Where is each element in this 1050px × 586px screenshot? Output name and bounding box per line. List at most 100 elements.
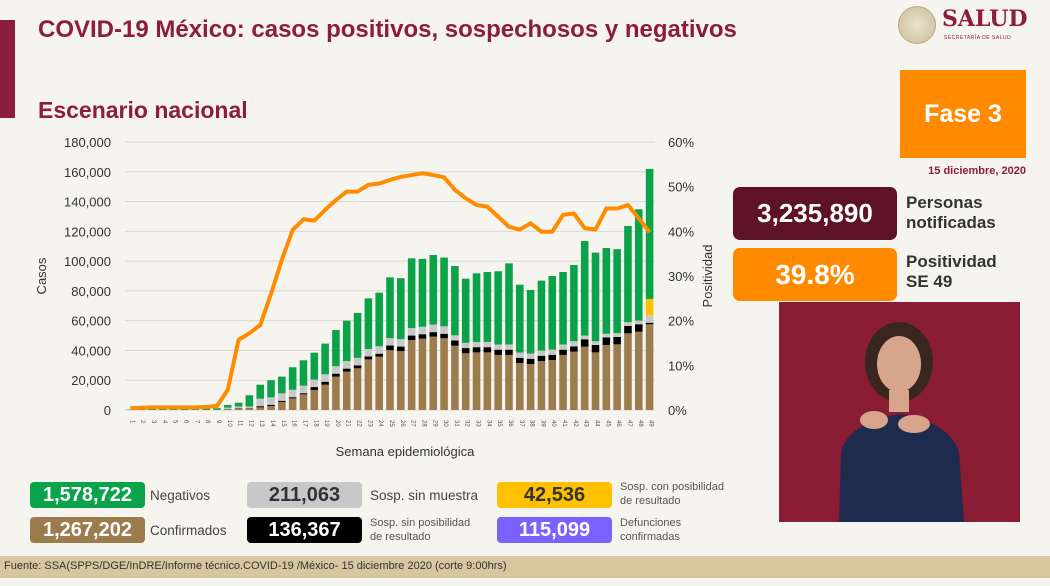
legend-sin-posibilidad-label-2: de resultado	[370, 531, 431, 543]
bar-confirmados-19	[321, 384, 329, 410]
x-tick-label: 35	[496, 420, 502, 427]
bar-sosp-sin-posibilidad-de-resultado-32	[461, 348, 470, 354]
bar-sosp-sin-posibilidad-de-resultado-37	[516, 357, 524, 363]
bar-confirmados-45	[602, 344, 611, 410]
sign-language-interpreter-video	[779, 302, 1020, 522]
bar-sosp-sin-muestra-20	[332, 366, 340, 374]
bar-negativos-19	[321, 343, 329, 375]
bar-negativos-23	[364, 298, 373, 349]
bar-negativos-32	[461, 278, 470, 343]
bar-sosp-sin-muestra-44	[591, 341, 600, 345]
bar-negativos-17	[299, 360, 308, 386]
bar-negativos-33	[472, 273, 481, 342]
x-tick-label: 11	[237, 420, 243, 427]
bar-sosp-sin-posibilidad-de-resultado-43	[580, 339, 589, 347]
legend-defunciones-value: 115,099	[497, 517, 612, 543]
y-axis-label: Casos	[34, 257, 49, 294]
x-tick-label: 25	[388, 420, 394, 427]
bar-sosp-con-posibilidad-de-resultado-49	[645, 298, 654, 316]
x-tick-label: 4	[161, 420, 167, 424]
bar-sosp-sin-muestra-45	[602, 333, 611, 338]
bar-sosp-sin-muestra-22	[353, 357, 362, 366]
bar-confirmados-23	[364, 359, 373, 410]
x-tick-label: 18	[312, 420, 318, 427]
legend-con-posibilidad-label-1: Sosp. con posibilidad	[620, 481, 724, 493]
x-tick-label: 46	[615, 420, 621, 427]
x-tick-label: 39	[539, 420, 545, 427]
bar-negativos-45	[602, 248, 611, 334]
bar-sosp-sin-posibilidad-de-resultado-31	[451, 340, 459, 346]
bar-sosp-sin-muestra-23	[364, 348, 373, 357]
x-tick-label: 48	[637, 420, 643, 427]
x-tick-label: 36	[507, 420, 513, 427]
bar-negativos-8	[202, 408, 210, 410]
bar-sosp-sin-posibilidad-de-resultado-20	[332, 373, 340, 377]
bar-sosp-sin-posibilidad-de-resultado-15	[278, 400, 286, 402]
bar-sosp-sin-posibilidad-de-resultado-34	[483, 347, 492, 353]
legend-confirmados-value: 1,267,202	[30, 517, 145, 543]
x-tick-label: 17	[301, 420, 307, 427]
bar-sosp-sin-muestra-24	[375, 346, 383, 354]
bar-sosp-sin-posibilidad-de-resultado-33	[472, 347, 481, 353]
x-tick-label: 23	[366, 420, 372, 427]
bar-confirmados-30	[440, 338, 448, 410]
legend-con-posibilidad-label: Sosp. con posibilidad de resultado	[620, 480, 724, 508]
bar-sosp-sin-posibilidad-de-resultado-22	[353, 365, 362, 369]
bar-confirmados-18	[310, 390, 319, 410]
bar-sosp-sin-posibilidad-de-resultado-19	[321, 381, 329, 385]
bar-sosp-sin-posibilidad-de-resultado-44	[591, 344, 600, 353]
x-tick-label: 21	[345, 420, 351, 427]
bar-confirmados-29	[429, 336, 438, 410]
bar-negativos-28	[418, 258, 427, 327]
bar-confirmados-20	[332, 376, 340, 410]
bar-sosp-sin-muestra-18	[310, 379, 319, 388]
legend-defunciones-label-2: confirmadas	[620, 531, 680, 543]
bar-negativos-20	[332, 330, 340, 367]
bar-sosp-sin-posibilidad-de-resultado-40	[548, 354, 557, 360]
x-tick-label: 14	[269, 420, 275, 427]
bar-negativos-15	[278, 376, 286, 394]
positivity-label-1: Positividad	[906, 252, 997, 271]
bar-confirmados-10	[223, 409, 232, 410]
x-tick-label: 34	[485, 420, 491, 427]
x-tick-label: 6	[182, 420, 188, 424]
bar-sosp-sin-posibilidad-de-resultado-39	[537, 355, 546, 362]
bar-sosp-sin-muestra-46	[613, 333, 621, 337]
y-tick-label: 140,000	[64, 195, 111, 210]
bar-sosp-sin-muestra-34	[483, 341, 492, 348]
bar-sosp-sin-posibilidad-de-resultado-35	[494, 349, 502, 355]
legend-sin-posibilidad-label-1: Sosp. sin posibilidad	[370, 517, 471, 529]
bar-sosp-sin-muestra-40	[548, 349, 557, 355]
bar-confirmados-40	[548, 359, 557, 410]
bar-negativos-43	[580, 241, 589, 336]
y-tick-label: 0	[104, 403, 111, 418]
bar-sosp-sin-posibilidad-de-resultado-30	[440, 333, 448, 339]
x-tick-label: 22	[356, 420, 362, 427]
bar-sosp-sin-posibilidad-de-resultado-17	[299, 393, 308, 395]
bar-confirmados-32	[461, 353, 470, 410]
bar-confirmados-38	[526, 363, 535, 410]
bar-confirmados-41	[559, 354, 567, 410]
bar-confirmados-44	[591, 352, 600, 410]
bar-confirmados-15	[278, 401, 286, 410]
bar-sosp-sin-muestra-48	[634, 320, 643, 325]
bar-negativos-35	[494, 271, 502, 345]
x-tick-label: 12	[247, 420, 253, 427]
y-tick-label: 20,000	[71, 373, 111, 388]
legend-negativos-label: Negativos	[150, 488, 211, 503]
bar-negativos-40	[548, 276, 557, 350]
bar-confirmados-17	[299, 394, 308, 410]
x-tick-label: 10	[226, 420, 232, 427]
positivity-line	[130, 171, 652, 411]
positivity-label: Positividad SE 49	[906, 252, 997, 292]
bar-confirmados-11	[234, 408, 243, 410]
bar-sosp-sin-posibilidad-de-resultado-29	[429, 332, 438, 337]
bar-confirmados-49	[645, 324, 654, 410]
bar-sosp-sin-posibilidad-de-resultado-28	[418, 334, 427, 339]
source-footer: Fuente: SSA(SPPS/DGE/InDRE/Informe técni…	[0, 556, 1050, 578]
interpreter-figure	[839, 322, 964, 522]
bar-confirmados-34	[483, 352, 492, 410]
bar-negativos-44	[591, 252, 600, 342]
x-tick-label: 7	[193, 420, 199, 424]
bar-negativos-9	[213, 408, 221, 410]
